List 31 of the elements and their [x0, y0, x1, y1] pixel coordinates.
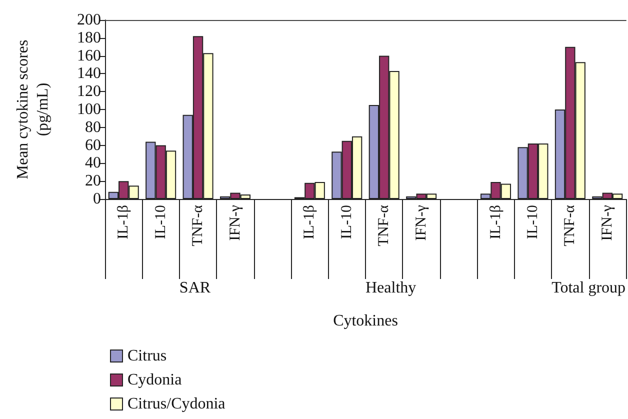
legend-label: Citrus/Cydonia — [128, 396, 226, 412]
legend-label: Cydonia — [128, 372, 182, 388]
y-tick-label: 40 — [85, 154, 101, 172]
y-tick-label: 0 — [93, 190, 101, 208]
x-tick-label: IFN-γ — [413, 204, 430, 241]
y-tick-label: 20 — [85, 172, 101, 190]
x-tick-label: TNF-α — [562, 204, 578, 246]
x-tick-label: IL-1β — [302, 205, 318, 240]
y-tick-label: 100 — [77, 101, 101, 118]
y-tick-label: 180 — [77, 29, 101, 46]
x-axis-title: Cytokines — [333, 312, 398, 330]
text: Total group — [552, 280, 626, 296]
x-tick-label: TNF-α — [190, 204, 206, 246]
y-tick-label: 120 — [77, 83, 101, 100]
y-tick-label: 200 — [77, 12, 101, 28]
legend-label: Citrus — [128, 348, 167, 364]
y-axis-title: Mean cytokine scores (pg/mL) — [14, 40, 52, 180]
y-tick-label: 80 — [85, 118, 101, 136]
text: Healthy — [365, 280, 416, 296]
x-tick-label: IL-1β — [116, 205, 132, 240]
x-tick-label: IFN-γ — [227, 204, 244, 241]
x-tick-label: IL-10 — [524, 205, 541, 240]
text: SAR — [179, 280, 211, 296]
x-tick-label: TNF-α — [376, 204, 392, 246]
x-tick-label: IL-10 — [152, 205, 169, 240]
y-tick-label: 140 — [77, 65, 101, 82]
x-tick-label: IL-10 — [338, 205, 355, 240]
y-tick-label: 160 — [77, 47, 101, 64]
y-tick-label: 60 — [85, 136, 101, 154]
x-tick-label: IFN-γ — [599, 204, 616, 241]
x-tick-label: IL-1β — [488, 205, 504, 240]
